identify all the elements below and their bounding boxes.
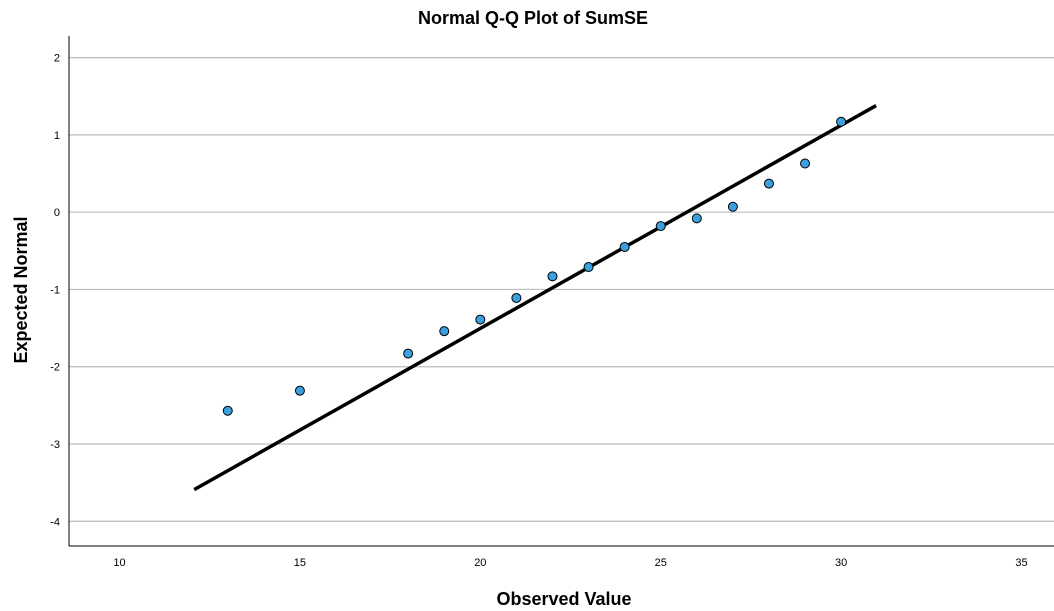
data-point [836,116,847,127]
y-tick-label: -2 [50,362,60,374]
y-tick-label: -4 [50,516,60,528]
x-tick-label: 10 [113,557,125,569]
data-point [800,158,811,169]
data-point [439,326,450,337]
x-tick-label: 20 [474,557,486,569]
tick-labels: 210-1-2-3-410 15 20 25 30 35 [50,53,1027,569]
y-tick-label: 0 [54,207,60,219]
y-tick-label: 2 [54,53,60,65]
gridlines [69,57,1054,522]
data-point [763,178,774,189]
data-point [475,314,486,325]
data-point [547,271,558,282]
reference-line [193,104,877,492]
data-point [727,201,738,212]
y-tick-label: 1 [54,130,60,142]
chart-title: Normal Q-Q Plot of SumSE [418,8,648,28]
y-tick-label: -3 [50,439,60,451]
data-point [619,241,630,252]
data-point [691,213,702,224]
data-point [583,262,594,273]
x-tick-label: 30 [835,557,847,569]
x-tick-label: 35 [1015,557,1027,569]
data-points [222,116,847,416]
data-point [403,348,414,359]
data-point [222,405,233,416]
x-tick-label: 25 [655,557,667,569]
data-point [511,292,522,303]
data-point [294,385,305,396]
x-axis-label: Observed Value [496,589,631,609]
axes [68,36,1054,547]
x-tick-label: 15 [294,557,306,569]
y-axis-label: Expected Normal [11,216,31,363]
data-point [655,221,666,232]
reference-line-layer [193,104,877,492]
y-tick-label: -1 [50,284,60,296]
